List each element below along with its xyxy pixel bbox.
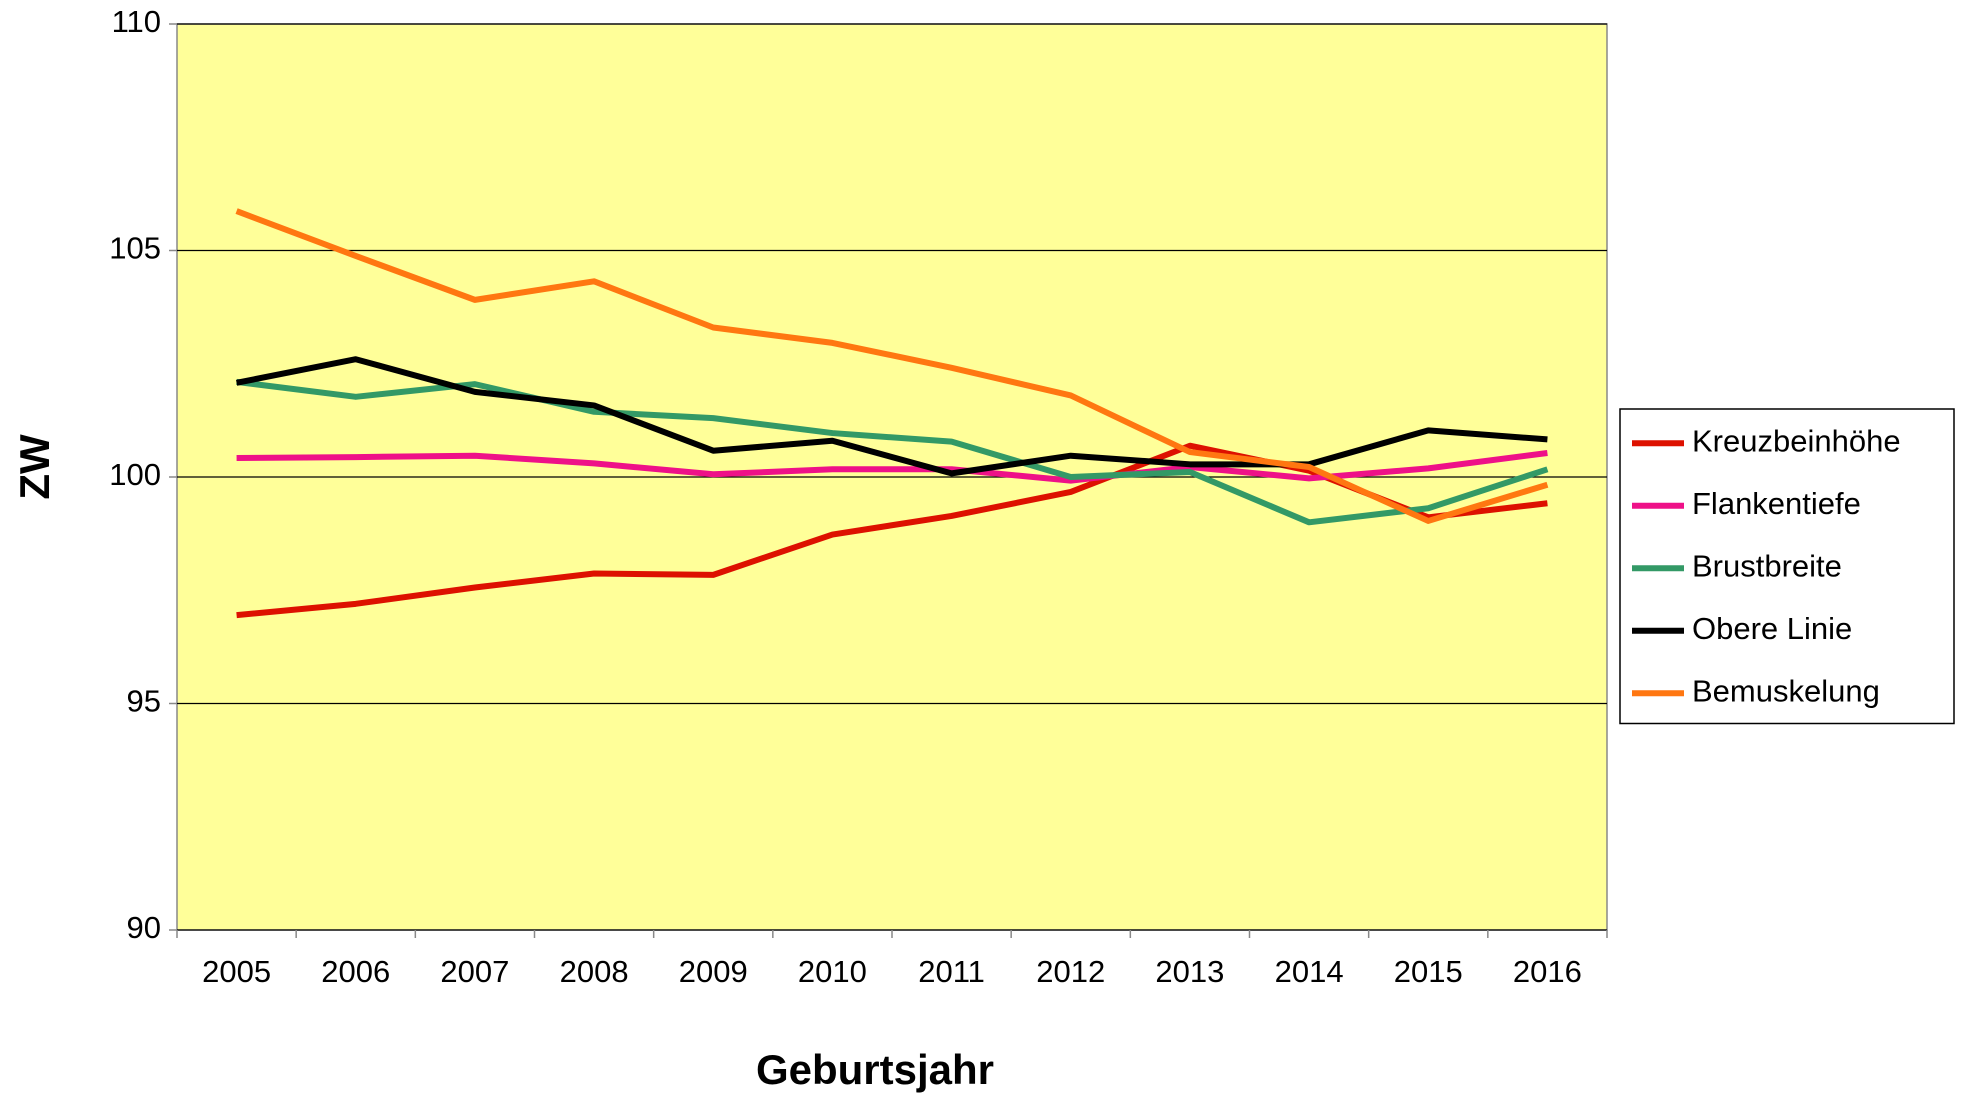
legend-label: Flankentiefe xyxy=(1692,486,1861,521)
x-tick-label: 2012 xyxy=(1036,954,1105,989)
series-line xyxy=(236,356,1548,477)
legend-label: Brustbreite xyxy=(1692,548,1842,583)
x-tick-label: 2011 xyxy=(918,954,985,989)
x-tick-label: 2007 xyxy=(440,954,509,989)
y-tick-label: 95 xyxy=(127,684,161,719)
x-tick-label: 2013 xyxy=(1155,954,1224,989)
y-tick-label: 90 xyxy=(127,910,161,945)
y-tick-label: 100 xyxy=(109,457,161,492)
y-tick-label: 105 xyxy=(109,231,161,266)
legend-label: Bemuskelung xyxy=(1692,673,1880,708)
x-tick-label: 2014 xyxy=(1275,954,1344,989)
legend-label: Obere Linie xyxy=(1692,611,1852,646)
y-axis-title: ZW xyxy=(11,434,58,500)
x-axis-title: Geburtsjahr xyxy=(756,1046,994,1093)
x-tick-label: 2005 xyxy=(202,954,271,989)
y-tick-label: 110 xyxy=(112,4,161,39)
x-tick-label: 2015 xyxy=(1394,954,1463,989)
series-line xyxy=(235,208,1549,524)
x-tick-label: 2016 xyxy=(1513,954,1582,989)
x-tick-label: 2010 xyxy=(798,954,867,989)
x-tick-label: 2006 xyxy=(321,954,390,989)
legend-label: Kreuzbeinhöhe xyxy=(1692,423,1901,458)
x-tick-label: 2009 xyxy=(679,954,748,989)
x-tick-label: 2008 xyxy=(560,954,629,989)
legend: Kreuzbeinhöhe Flankentiefe Brustbreite Ober… xyxy=(1619,408,1955,725)
